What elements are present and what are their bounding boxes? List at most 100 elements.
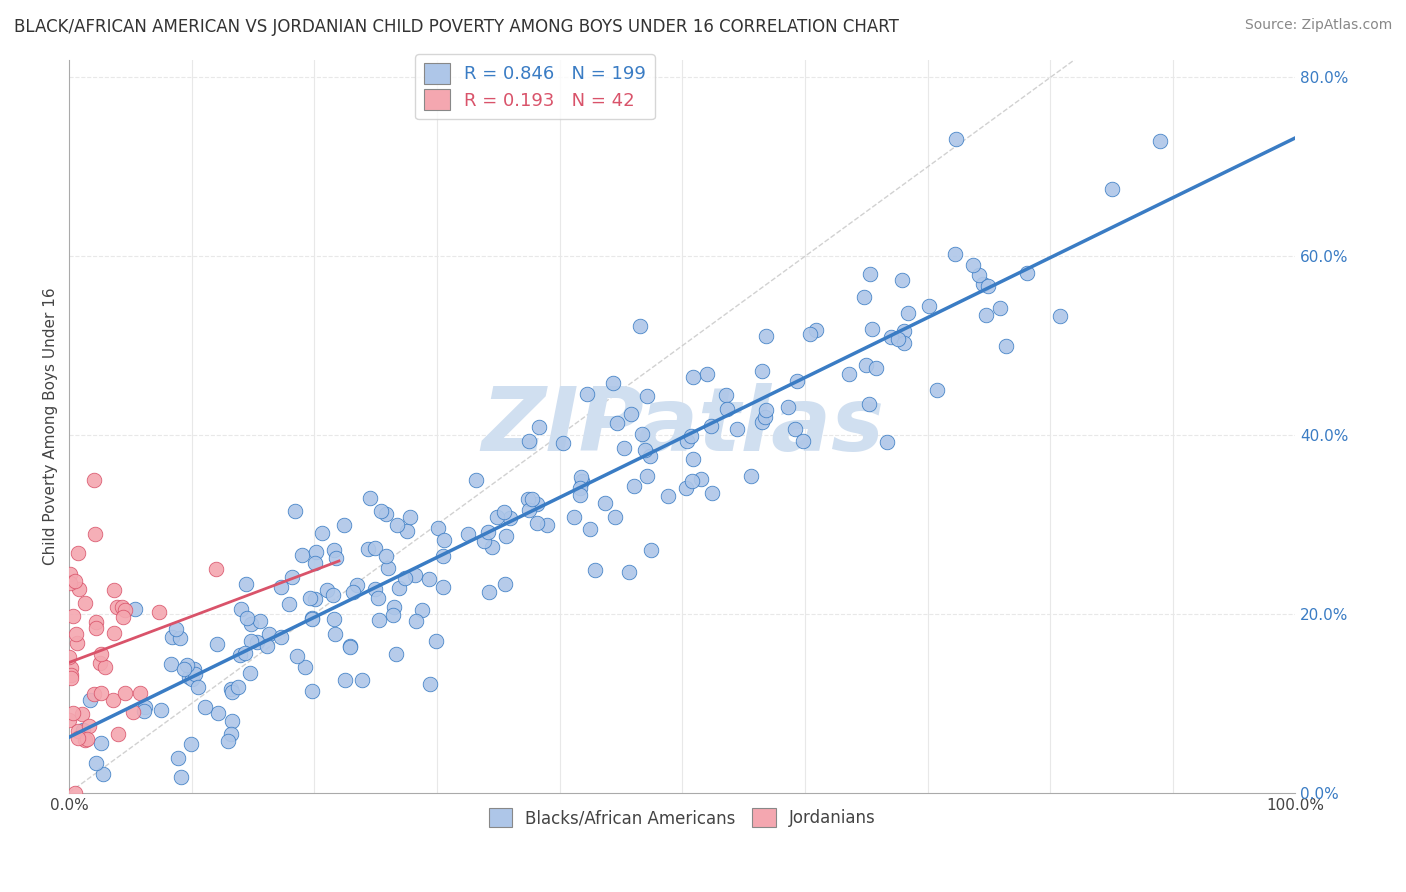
Point — [187, 681, 209, 695]
Point — [640, 543, 662, 558]
Point — [377, 560, 399, 574]
Point — [495, 529, 517, 543]
Point — [675, 481, 697, 495]
Point — [962, 258, 984, 272]
Point — [396, 524, 419, 538]
Point — [229, 602, 252, 616]
Point — [93, 660, 115, 674]
Point — [84, 526, 107, 541]
Point — [301, 612, 323, 626]
Point — [322, 542, 344, 557]
Point — [583, 564, 606, 578]
Point — [256, 639, 278, 653]
Point — [551, 435, 574, 450]
Point — [526, 497, 548, 511]
Point — [974, 308, 997, 322]
Point — [59, 576, 82, 591]
Point — [474, 534, 496, 549]
Point — [972, 277, 994, 291]
Point — [323, 612, 346, 626]
Point — [522, 491, 544, 506]
Point — [221, 684, 243, 698]
Point — [294, 660, 316, 674]
Point — [838, 368, 860, 382]
Point — [73, 596, 96, 610]
Point — [657, 489, 679, 503]
Point — [173, 663, 195, 677]
Point — [786, 374, 808, 388]
Point — [988, 301, 1011, 316]
Point — [278, 597, 301, 611]
Point — [111, 600, 134, 615]
Point — [859, 268, 882, 282]
Point — [481, 540, 503, 554]
Point — [457, 527, 479, 541]
Point — [754, 410, 776, 425]
Point — [77, 719, 100, 733]
Point — [270, 580, 292, 594]
Point — [529, 420, 551, 434]
Point — [682, 369, 704, 384]
Point — [299, 591, 322, 605]
Point — [418, 572, 440, 586]
Point — [67, 582, 90, 596]
Point — [62, 609, 84, 624]
Point — [751, 415, 773, 429]
Point — [638, 450, 661, 464]
Point — [485, 510, 508, 524]
Point — [755, 403, 778, 417]
Point — [1149, 134, 1171, 148]
Point — [169, 631, 191, 645]
Point — [239, 617, 262, 632]
Point — [66, 723, 89, 738]
Point — [249, 614, 271, 628]
Point — [943, 247, 966, 261]
Point — [333, 518, 356, 533]
Point — [394, 571, 416, 585]
Point — [569, 481, 592, 495]
Point — [579, 522, 602, 536]
Point — [239, 665, 262, 680]
Point — [405, 615, 427, 629]
Point — [725, 422, 748, 436]
Point — [679, 429, 702, 443]
Point — [325, 551, 347, 566]
Point — [465, 473, 488, 487]
Point — [205, 637, 228, 651]
Point — [860, 322, 883, 336]
Point — [83, 687, 105, 701]
Point — [617, 566, 640, 580]
Point — [270, 630, 292, 644]
Point — [84, 615, 107, 630]
Point — [517, 492, 540, 507]
Point — [169, 770, 191, 784]
Point — [101, 692, 124, 706]
Point — [478, 584, 501, 599]
Point — [63, 786, 86, 800]
Point — [89, 657, 111, 671]
Point — [91, 766, 114, 780]
Point — [569, 469, 592, 483]
Point — [783, 422, 806, 436]
Point — [576, 386, 599, 401]
Point — [285, 649, 308, 664]
Point — [918, 299, 941, 313]
Point — [311, 526, 333, 541]
Point — [257, 627, 280, 641]
Point — [852, 290, 875, 304]
Point — [385, 648, 408, 662]
Point — [432, 549, 454, 563]
Point — [696, 367, 718, 381]
Point — [562, 509, 585, 524]
Point — [375, 508, 398, 522]
Point — [967, 268, 990, 282]
Point — [60, 661, 83, 675]
Point — [301, 684, 323, 698]
Point — [207, 706, 229, 720]
Point — [323, 627, 346, 641]
Point — [322, 589, 344, 603]
Point — [897, 305, 920, 319]
Point — [804, 323, 827, 337]
Point — [716, 401, 738, 416]
Point — [124, 602, 146, 616]
